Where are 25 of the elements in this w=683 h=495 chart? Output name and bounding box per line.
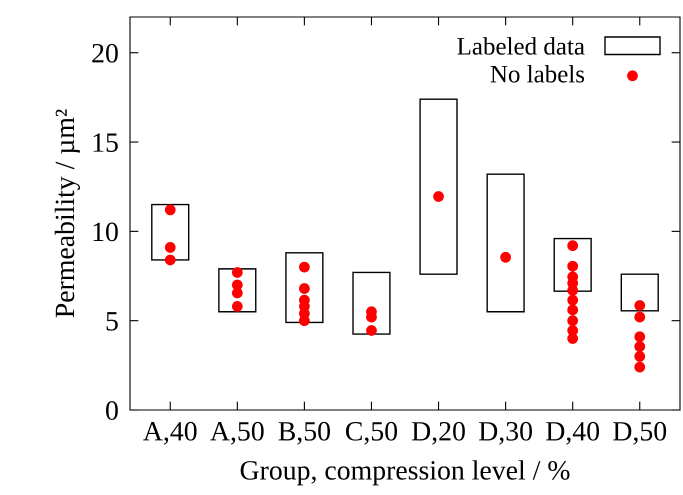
y-tick-label: 5 bbox=[106, 312, 118, 331]
bar bbox=[285, 252, 324, 324]
bar bbox=[486, 174, 525, 312]
x-axis-title: Group, compression level / % bbox=[240, 460, 570, 486]
bar bbox=[218, 268, 256, 312]
legend-label: Labeled data bbox=[457, 37, 585, 55]
bar bbox=[419, 98, 458, 275]
bar bbox=[352, 272, 391, 335]
x-tick-label: A,50 bbox=[210, 422, 264, 445]
y-tick-label: 20 bbox=[92, 44, 118, 63]
bar bbox=[151, 204, 190, 261]
x-tick-label: A,40 bbox=[143, 422, 197, 445]
y-tick-label: 10 bbox=[94, 222, 118, 242]
x-tick-label: D,50 bbox=[613, 422, 666, 445]
y-tick-label: 0 bbox=[106, 401, 118, 420]
x-tick-label: C,50 bbox=[346, 422, 398, 445]
x-tick-label: D,40 bbox=[546, 422, 600, 445]
x-tick-label: D,30 bbox=[479, 422, 532, 445]
x-tick-label: D,20 bbox=[412, 422, 465, 445]
legend-label: No labels bbox=[490, 64, 584, 83]
y-axis-title: Permeability / µm² bbox=[54, 109, 80, 318]
bar bbox=[554, 238, 592, 292]
bar bbox=[620, 274, 659, 312]
x-tick-label: B,50 bbox=[278, 422, 330, 445]
y-tick-label: 15 bbox=[94, 133, 118, 152]
